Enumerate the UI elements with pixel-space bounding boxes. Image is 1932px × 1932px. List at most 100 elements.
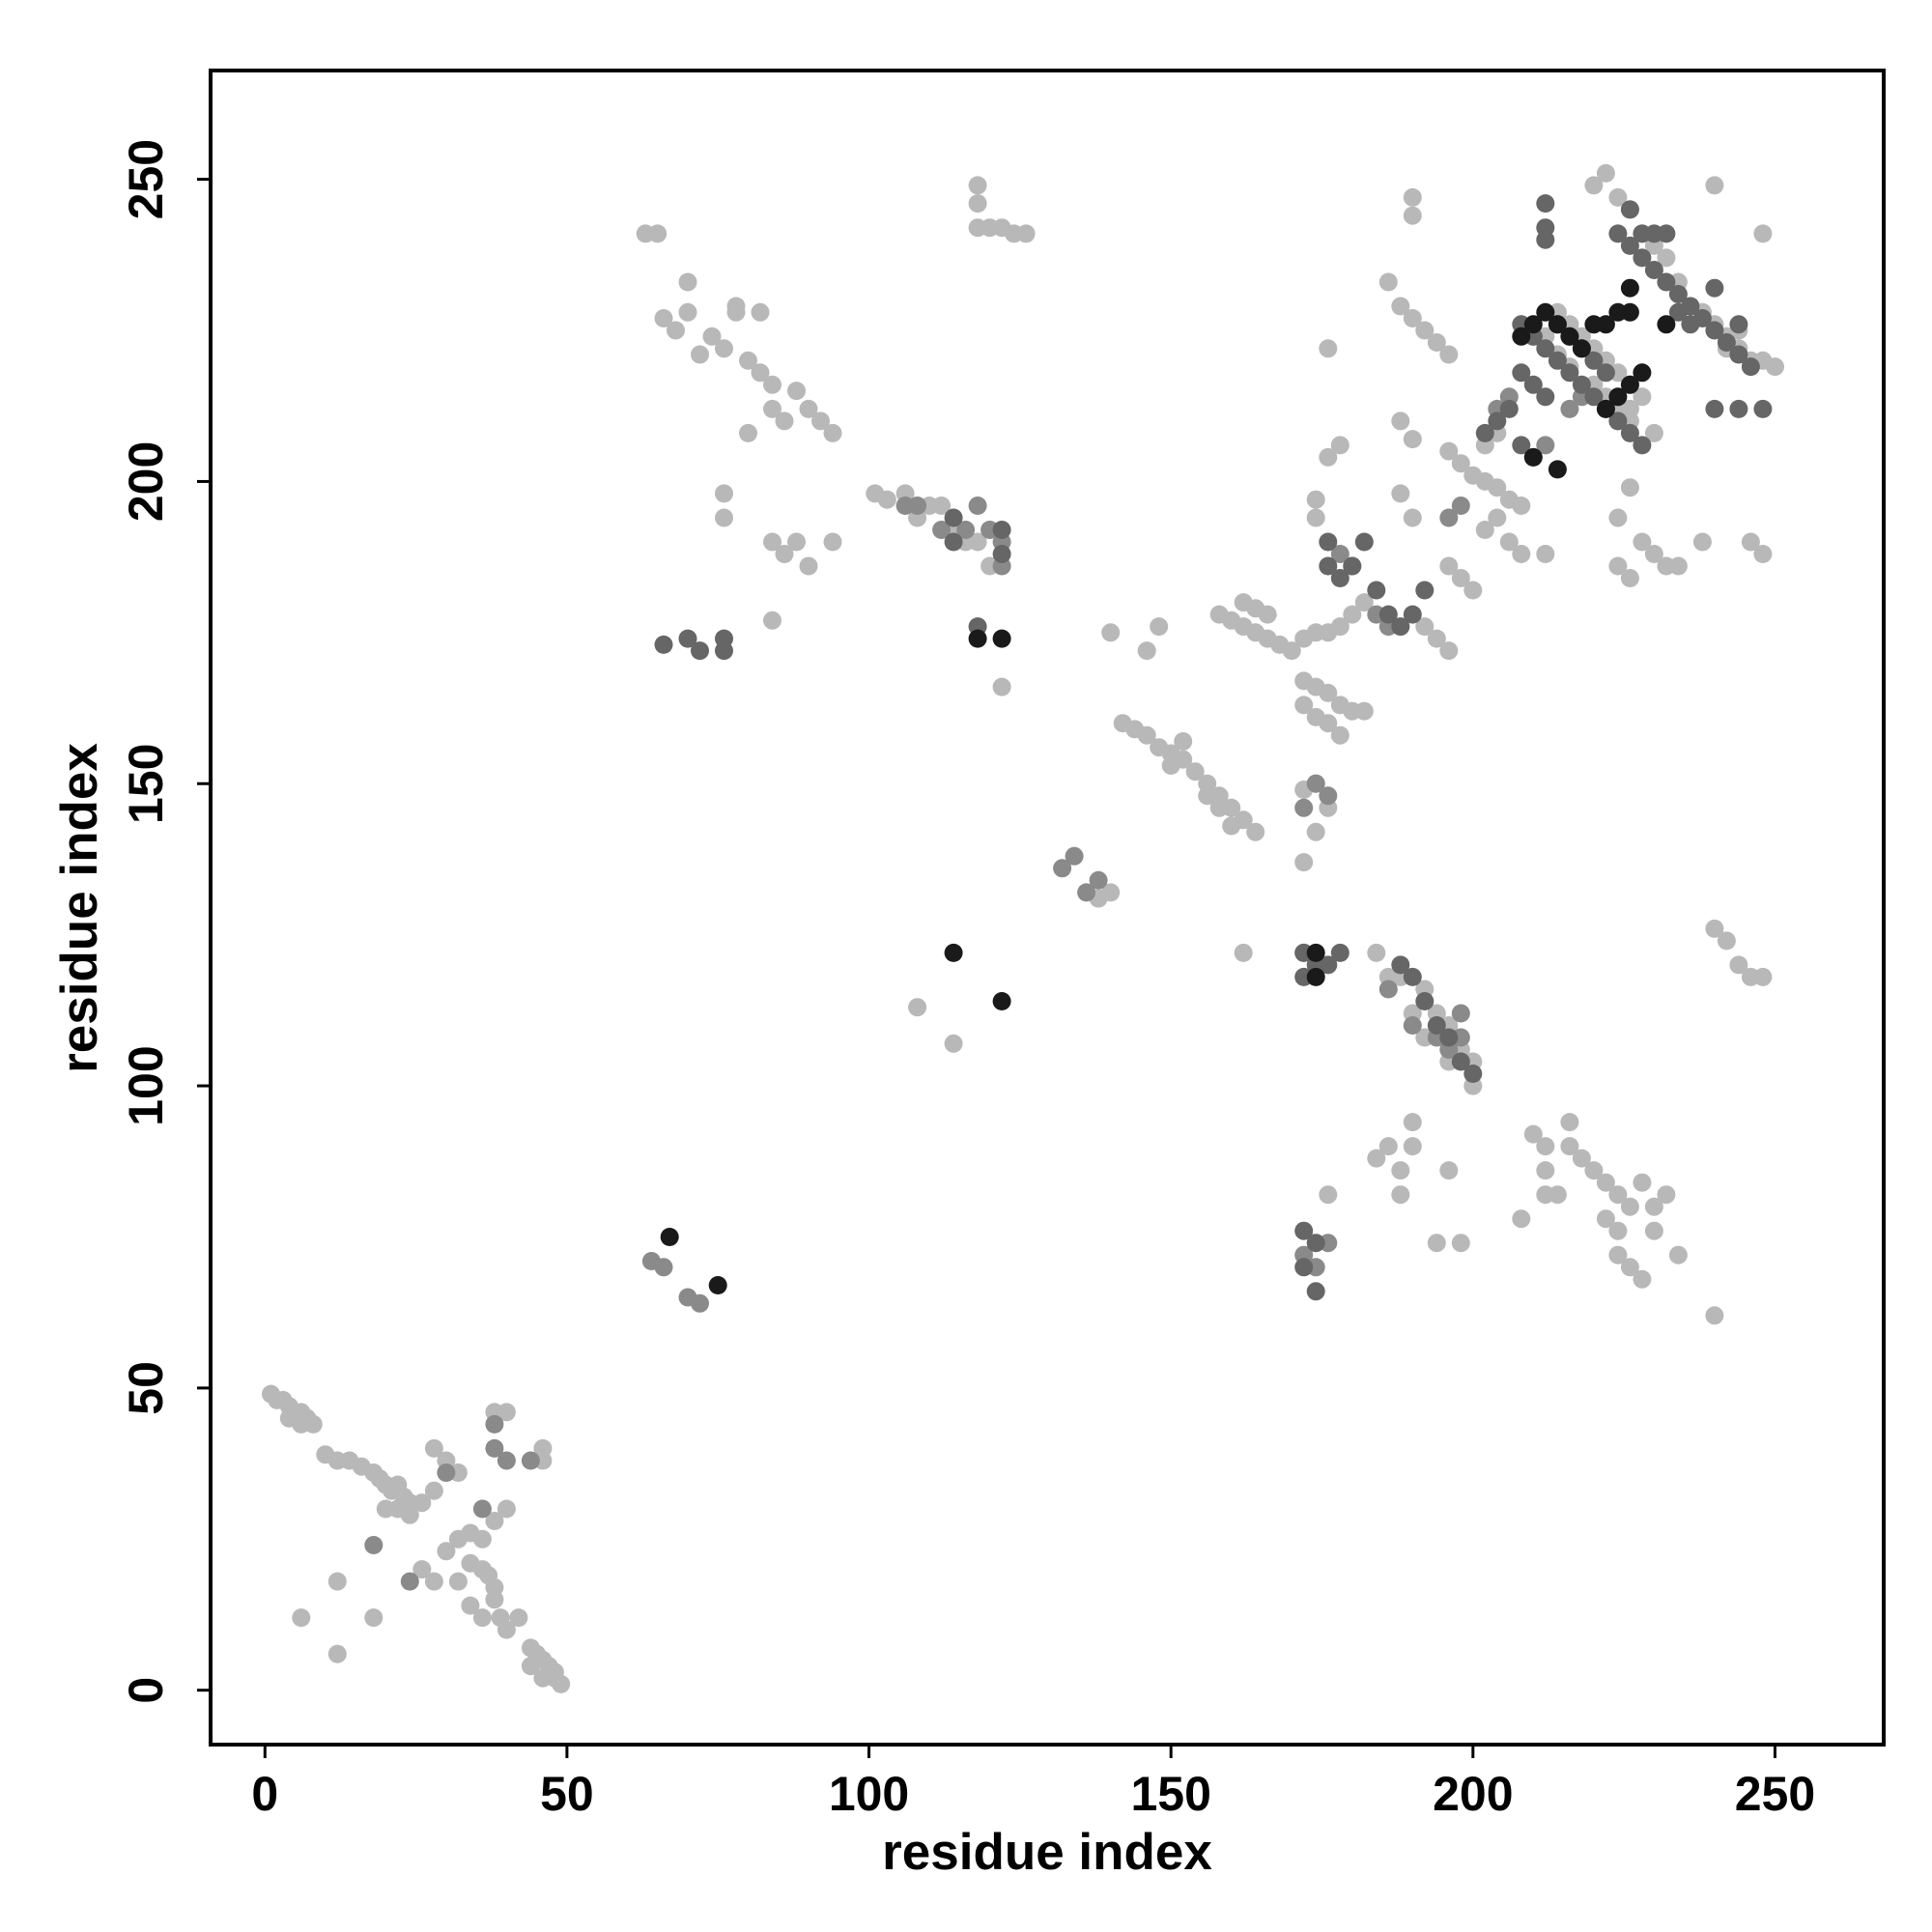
x-tick-label: 0 — [251, 1767, 278, 1821]
contact-point — [424, 1572, 443, 1591]
contact-point — [1403, 508, 1422, 527]
contact-point — [1330, 436, 1350, 455]
contact-point — [1089, 870, 1108, 890]
contact-point — [1620, 302, 1639, 322]
contact-point — [1596, 1209, 1615, 1229]
contact-point — [775, 545, 794, 563]
contact-point — [1077, 883, 1096, 902]
contact-point — [1234, 943, 1253, 962]
contact-point — [787, 382, 806, 401]
contact-point — [1596, 399, 1615, 418]
contact-point — [1499, 399, 1519, 418]
contact-point — [485, 1414, 504, 1434]
contact-point — [1644, 423, 1663, 442]
contact-point — [1439, 1161, 1459, 1180]
contact-point — [992, 992, 1011, 1010]
contact-point — [1512, 363, 1531, 383]
contact-point — [1330, 725, 1350, 745]
contact-point — [691, 345, 709, 364]
contact-point — [763, 375, 781, 394]
contact-point — [1548, 351, 1567, 370]
contact-point — [715, 484, 733, 503]
contact-point — [787, 532, 806, 552]
contact-point — [1548, 460, 1567, 479]
contact-point — [1717, 333, 1736, 352]
contact-point — [1403, 1137, 1422, 1156]
y-axis-title: residue index — [51, 743, 108, 1073]
contact-point — [448, 1572, 468, 1591]
contact-point — [1499, 532, 1519, 552]
contact-point — [968, 497, 987, 515]
contact-point — [461, 1523, 480, 1543]
contact-point — [509, 1608, 528, 1628]
contact-point — [1403, 430, 1422, 449]
contact-point — [1065, 846, 1084, 866]
contact-point — [1319, 786, 1338, 806]
contact-point — [1644, 1197, 1663, 1216]
contact-point — [1620, 200, 1639, 219]
contact-point — [1668, 1245, 1688, 1264]
contact-point — [1354, 701, 1374, 721]
contact-point — [552, 1674, 571, 1693]
data-points — [262, 163, 1784, 1693]
contact-point — [1209, 798, 1229, 817]
contact-point — [1367, 1149, 1386, 1168]
x-tick-label: 50 — [540, 1767, 594, 1821]
contact-point — [521, 1657, 540, 1676]
contact-point — [1512, 327, 1531, 346]
contact-point — [1391, 484, 1410, 503]
contact-point — [1306, 774, 1325, 793]
contact-point — [1620, 569, 1639, 587]
contact-point — [648, 224, 668, 243]
contact-point — [1536, 1161, 1555, 1180]
contact-point — [799, 399, 818, 418]
contact-point — [1367, 581, 1386, 600]
contact-point — [437, 1542, 456, 1561]
contact-point — [1306, 1282, 1325, 1301]
contact-point — [1367, 943, 1386, 962]
contact-point — [327, 1572, 347, 1591]
contact-point — [1584, 176, 1604, 195]
contact-point — [1729, 955, 1748, 975]
contact-point — [1319, 447, 1338, 467]
contact-point — [1306, 967, 1325, 986]
contact-point — [1306, 508, 1325, 527]
contact-point — [1330, 569, 1350, 587]
contact-point — [485, 1438, 504, 1458]
contact-point — [1451, 1052, 1470, 1071]
contact-point — [1657, 272, 1676, 292]
contact-point — [895, 497, 915, 515]
contact-point — [1403, 187, 1422, 207]
contact-point — [1560, 327, 1579, 346]
contact-point — [1161, 756, 1180, 775]
contact-point — [1150, 617, 1169, 637]
contact-point — [1403, 206, 1422, 225]
contact-point — [1294, 696, 1314, 715]
contact-point — [424, 1438, 443, 1458]
contact-point — [1222, 816, 1241, 836]
contact-point — [1451, 497, 1470, 515]
contact-point — [1306, 822, 1325, 841]
contact-point — [1753, 399, 1773, 418]
contact-point — [1439, 556, 1459, 576]
contact-point — [1596, 163, 1615, 183]
contact-point — [1633, 1173, 1652, 1192]
contact-point — [1766, 357, 1784, 377]
y-tick-label: 100 — [119, 1045, 173, 1125]
contact-point — [1403, 967, 1422, 986]
contact-point — [1319, 532, 1338, 552]
contact-point — [1439, 1028, 1459, 1047]
contact-point — [1427, 1234, 1446, 1253]
contact-point — [1439, 345, 1459, 364]
contact-point — [992, 629, 1011, 648]
contact-point — [1319, 1185, 1338, 1205]
contact-point — [1705, 919, 1724, 938]
contact-point — [1415, 581, 1435, 600]
contact-point — [472, 1499, 492, 1519]
x-tick-label: 250 — [1735, 1767, 1815, 1821]
x-axis-tick-labels: 0 50 100 150 200 250 — [251, 1767, 1815, 1821]
contact-point — [1016, 224, 1036, 243]
contact-point — [1415, 321, 1435, 340]
contact-point — [1729, 345, 1748, 364]
contact-point — [678, 629, 697, 648]
